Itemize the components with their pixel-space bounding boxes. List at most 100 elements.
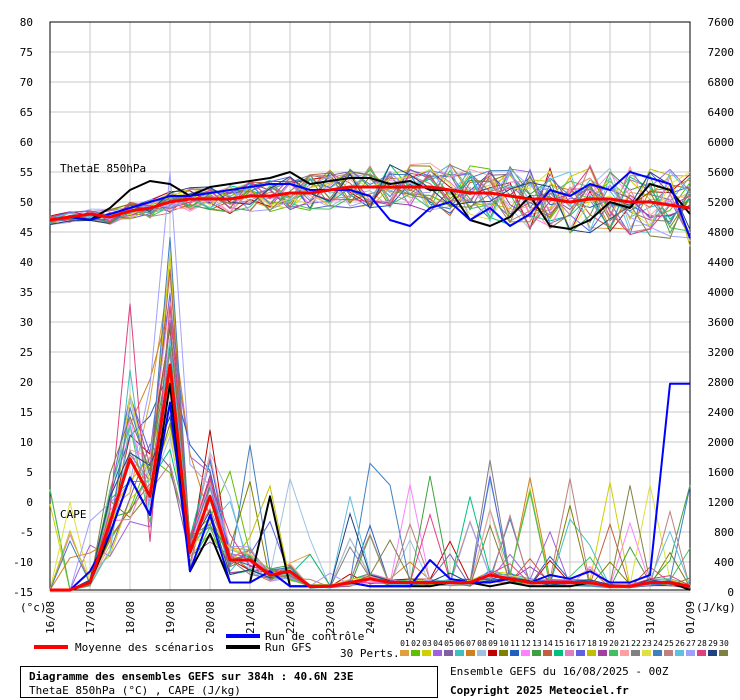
left-tick-label: 60 <box>20 136 33 149</box>
pert-legend-number: 19 <box>598 639 608 648</box>
caption-title: Diagramme des ensembles GEFS sur 384h : … <box>29 670 354 683</box>
x-tick-label: 27/08 <box>484 601 497 634</box>
pert-legend-number: 02 <box>411 639 421 648</box>
pert-legend-number: 13 <box>532 639 542 648</box>
pert-legend-swatch <box>675 650 684 656</box>
pert-legend-swatch <box>510 650 519 656</box>
pert-legend-number: 01 <box>400 639 410 648</box>
pert-legend-swatch <box>686 650 695 656</box>
pert-legend-swatch <box>664 650 673 656</box>
x-tick-label: 30/08 <box>604 601 617 634</box>
x-axis-ticks: 16/08 17/08 18/08 19/08 20/08 21/08 22/08 23/08… <box>44 601 697 634</box>
pert-legend-swatch <box>620 650 629 656</box>
pert-legend-swatch <box>444 650 453 656</box>
x-tick-label: 18/08 <box>124 601 137 634</box>
right-tick-label: 4800 <box>708 226 735 239</box>
pert-legend-number: 04 <box>433 639 443 648</box>
pert-legend-number: 17 <box>576 639 586 648</box>
x-tick-label: 24/08 <box>364 601 377 634</box>
pert-legend-swatch <box>598 650 607 656</box>
right-tick-label: 0 <box>727 586 734 599</box>
x-tick-label: 25/08 <box>404 601 417 634</box>
pert-legend-swatch <box>576 650 585 656</box>
pert-legend-swatch <box>433 650 442 656</box>
right-tick-label: 800 <box>714 526 734 539</box>
right-tick-label: 400 <box>714 556 734 569</box>
right-tick-label: 5600 <box>708 166 735 179</box>
right-tick-label: 6800 <box>708 76 735 89</box>
pert-legend-number: 28 <box>697 639 707 648</box>
right-tick-label: 6400 <box>708 106 735 119</box>
pert-legend-number: 15 <box>554 639 564 648</box>
pert-legend-swatch <box>642 650 651 656</box>
x-tick-label: 28/08 <box>524 601 537 634</box>
pert-legend-number: 23 <box>642 639 652 648</box>
pert-legend-swatch <box>653 650 662 656</box>
thetae-perturbation-line <box>49 169 691 233</box>
right-tick-label: 2400 <box>708 406 735 419</box>
left-tick-label: 65 <box>20 106 33 119</box>
pert-legend-swatch <box>532 650 541 656</box>
pert-legend-number: 08 <box>477 639 487 648</box>
right-axis-unit: (J/kg) <box>696 601 736 614</box>
pert-legend-number: 09 <box>488 639 498 648</box>
thetae-perturbation-line <box>49 163 691 238</box>
x-tick-label: 26/08 <box>444 601 457 634</box>
pert-legend-number: 29 <box>708 639 718 648</box>
copyright: Copyright 2025 Meteociel.fr <box>450 684 629 697</box>
right-tick-label: 7600 <box>708 16 735 29</box>
pert-legend-number: 27 <box>686 639 696 648</box>
left-tick-label: 70 <box>20 76 33 89</box>
right-tick-label: 2800 <box>708 376 735 389</box>
right-tick-label: 2000 <box>708 436 735 449</box>
thetae-control-line <box>49 171 691 239</box>
caption-box: Diagramme des ensembles GEFS sur 384h : … <box>20 666 438 698</box>
right-tick-label: 3200 <box>708 346 735 359</box>
pert-legend-swatch <box>631 650 640 656</box>
pert-legend-number: 10 <box>499 639 509 648</box>
pert-legend-swatch <box>708 650 717 656</box>
gfs-legend-label: Run GFS <box>265 641 311 654</box>
right-tick-label: 7200 <box>708 46 735 59</box>
mean-legend-label: Moyenne des scénarios <box>75 641 214 654</box>
pert-legend-swatch <box>466 650 475 656</box>
control-legend-swatch <box>226 634 260 638</box>
pert-legend-number: 20 <box>609 639 619 648</box>
pert-legend-swatch <box>719 650 728 656</box>
pert-legend-swatch <box>477 650 486 656</box>
thetae-gfs-line <box>49 171 691 230</box>
x-tick-label: 31/08 <box>644 601 657 634</box>
pert-legend-number: 18 <box>587 639 597 648</box>
left-tick-label: 75 <box>20 46 33 59</box>
pert-legend-swatch <box>411 650 420 656</box>
left-tick-label: 20 <box>20 376 33 389</box>
pert-legend-number: 14 <box>543 639 553 648</box>
mean-legend-swatch <box>34 645 68 649</box>
pert-legend-swatch <box>488 650 497 656</box>
right-tick-label: 5200 <box>708 196 735 209</box>
pert-legend-number: 03 <box>422 639 432 648</box>
pert-legend-swatch <box>499 650 508 656</box>
pert-legend-swatch <box>400 650 409 656</box>
pert-legend-swatch <box>565 650 574 656</box>
pert-legend-swatch <box>521 650 530 656</box>
left-tick-label: -5 <box>20 526 33 539</box>
right-tick-label: 3600 <box>708 316 735 329</box>
left-tick-label: -10 <box>13 556 33 569</box>
x-tick-label: 22/08 <box>284 601 297 634</box>
pert-legend-swatch <box>543 650 552 656</box>
left-tick-label: 45 <box>20 226 33 239</box>
caption-subtitle: ThetaE 850hPa (°C) , CAPE (J/kg) <box>29 684 241 697</box>
thetae-panel-label: ThetaE 850hPa <box>60 162 146 175</box>
left-tick-label: 30 <box>20 316 33 329</box>
control-legend-label: Run de contrôle <box>265 630 364 643</box>
left-tick-label: 0 <box>26 496 33 509</box>
pert-legend-number: 07 <box>466 639 476 648</box>
left-tick-label: 35 <box>20 286 33 299</box>
cape-control-line <box>50 382 690 591</box>
pert-legend-number: 24 <box>653 639 663 648</box>
pert-legend-swatch <box>587 650 596 656</box>
pert-legend-swatch <box>422 650 431 656</box>
